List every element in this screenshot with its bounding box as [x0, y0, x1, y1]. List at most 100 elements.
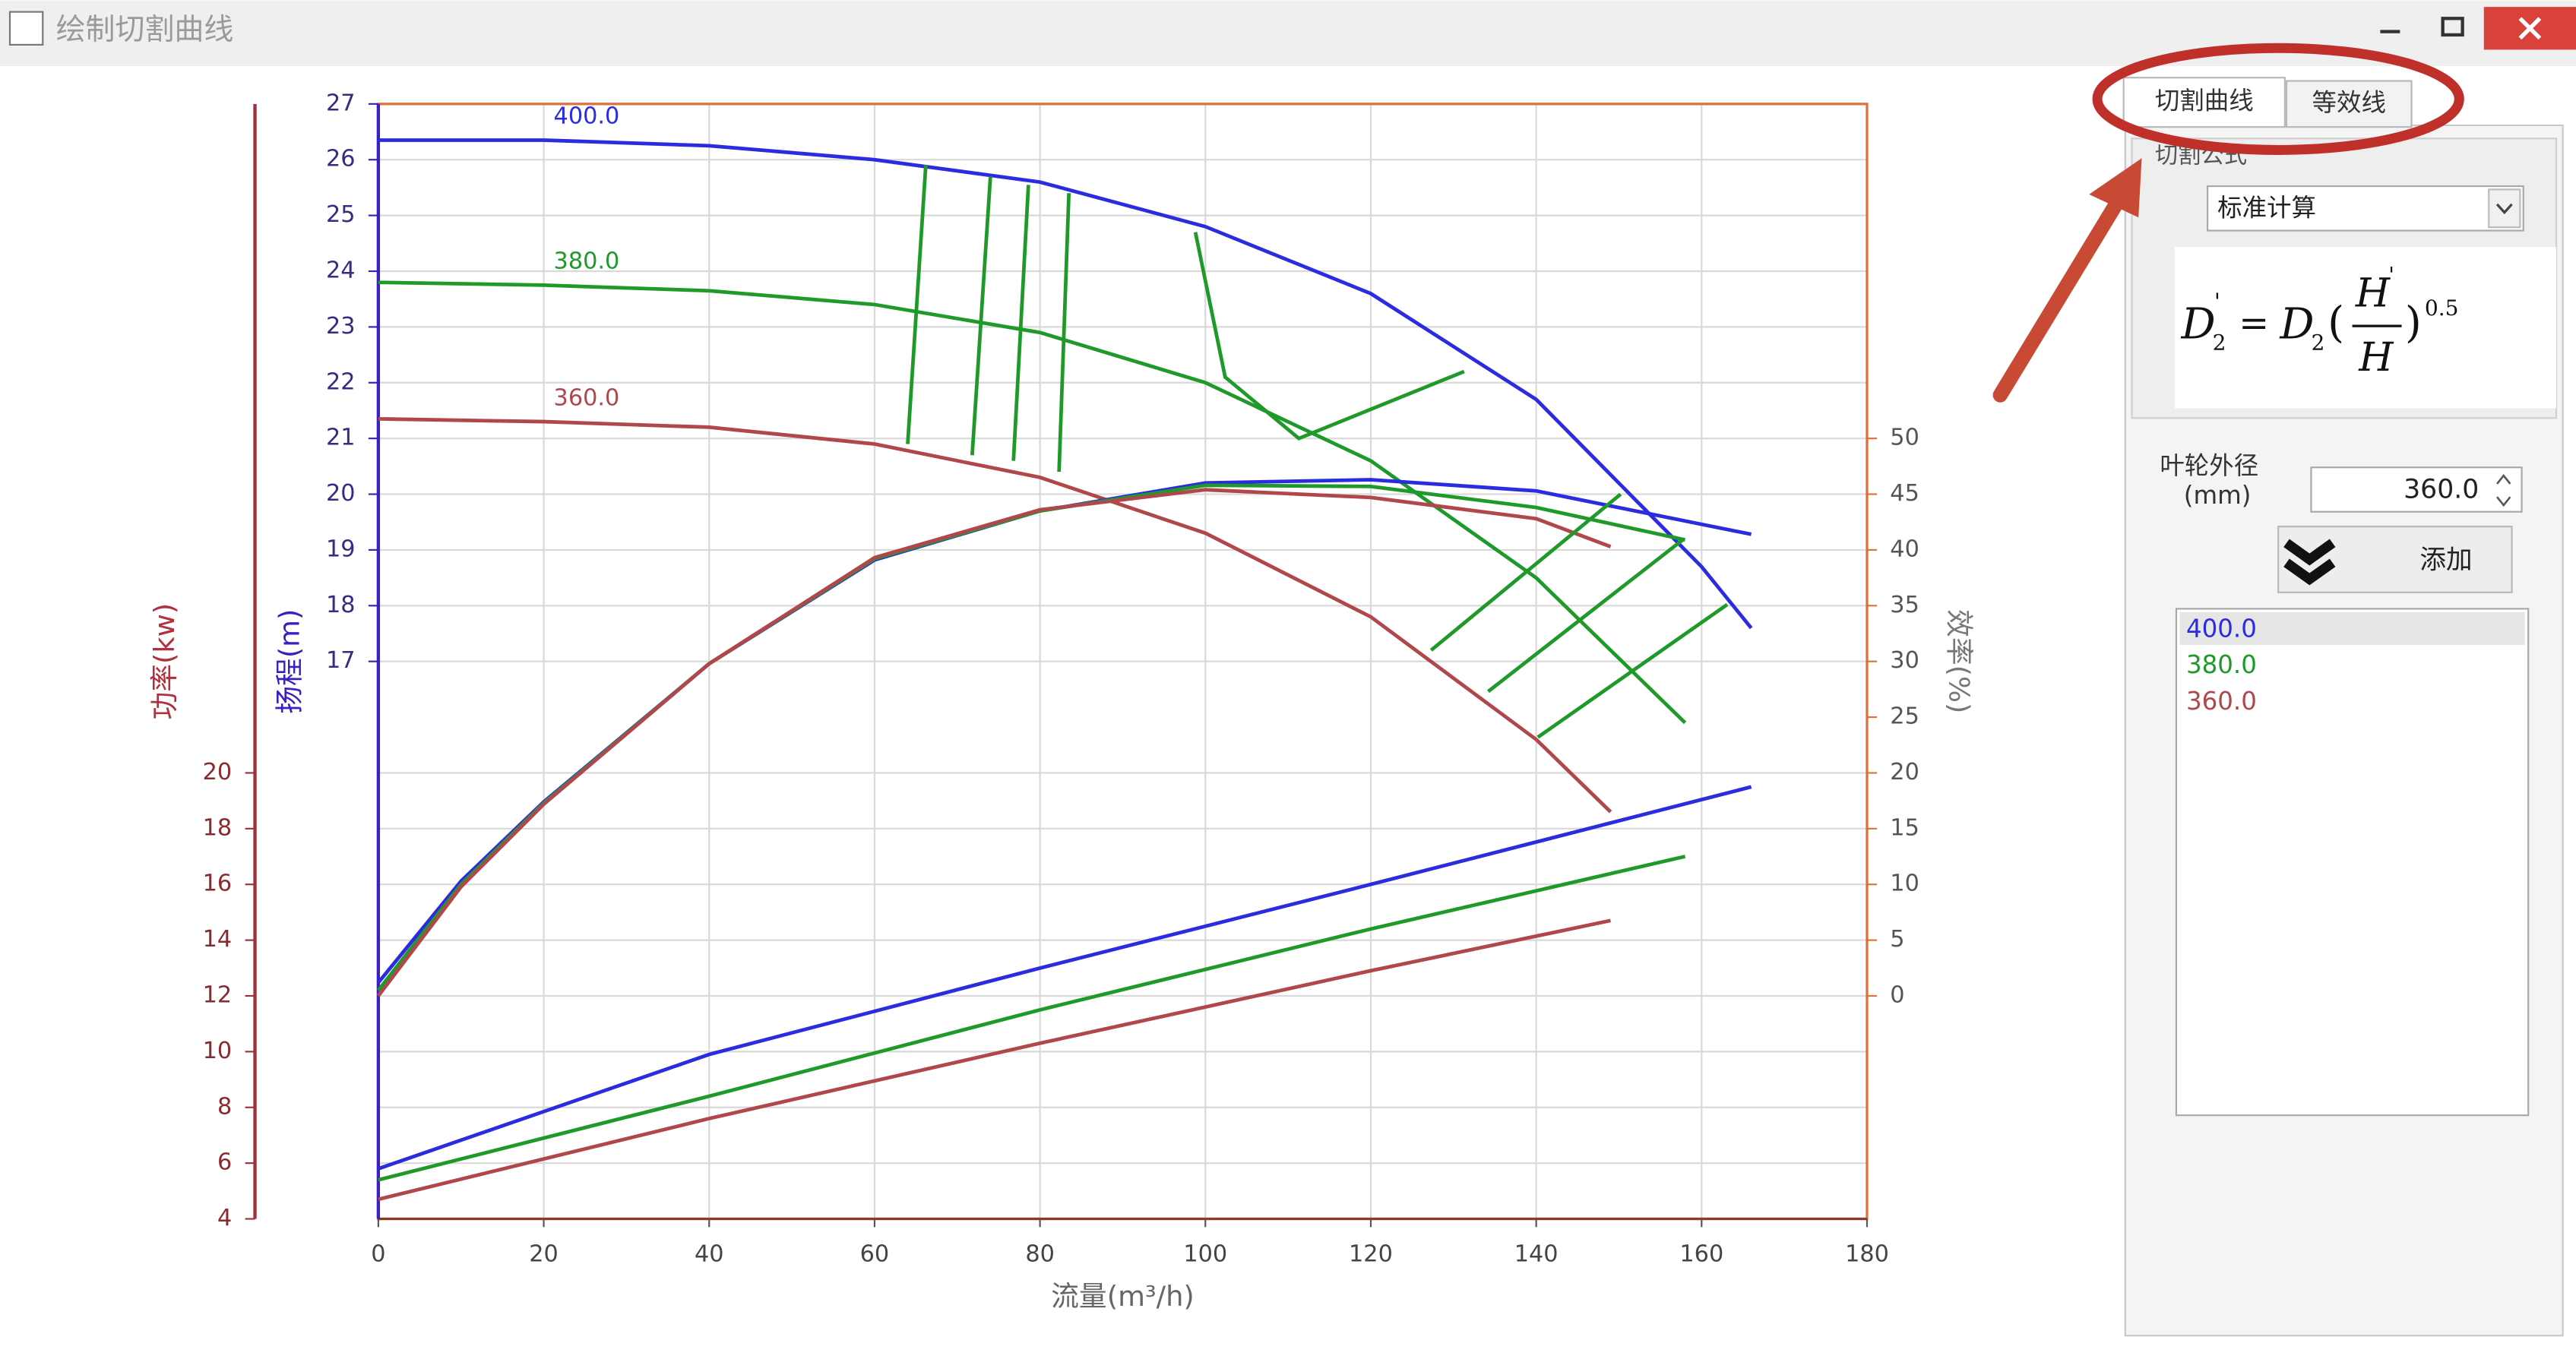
y2-tick-label: 0	[1890, 981, 1904, 1008]
diameter-list[interactable]	[2175, 608, 2530, 1117]
y2-tick-label: 5	[1890, 926, 1904, 953]
method-dropdown[interactable]	[2207, 185, 2524, 232]
curve	[1429, 492, 1622, 652]
app-icon	[8, 11, 44, 46]
y-tick-label: 17	[326, 647, 356, 674]
y3-tick-label: 18	[203, 814, 233, 841]
tab[interactable]	[2285, 80, 2413, 128]
formula-subscript: 2	[2213, 330, 2226, 355]
y2-tick-label: 20	[1890, 759, 1919, 785]
spinbox-value: 360.0	[2404, 475, 2479, 505]
y-tick-label: 19	[326, 536, 356, 562]
y-tick-label: 25	[326, 201, 356, 228]
add-button-label: 添加	[2419, 545, 2472, 576]
x-axis-label: 流量(m³/h)	[1051, 1280, 1195, 1313]
y2-tick-label: 25	[1890, 703, 1919, 730]
formula-prime: '	[2214, 289, 2220, 315]
y3-axis-label: 功率(kw)	[148, 603, 181, 720]
formula-symbol: D	[2279, 300, 2314, 349]
list-selection	[2179, 612, 2525, 646]
curve	[1193, 232, 1465, 441]
y3-tick-label: 10	[203, 1038, 233, 1064]
y2-tick-label: 30	[1890, 647, 1919, 674]
curve-label: 400.0	[554, 103, 620, 130]
curve	[906, 165, 928, 444]
formula-numerator: H	[2355, 271, 2391, 317]
tab-label: 切割曲线	[2155, 87, 2254, 115]
formula-subscript: 2	[2311, 330, 2324, 355]
list-items: 400.0 380.0 360.0	[2186, 615, 2257, 716]
curve	[378, 918, 1611, 1202]
x-tick-label: 0	[371, 1241, 385, 1268]
y2-tick-label: 10	[1890, 871, 1919, 897]
diameter-spinbox[interactable]	[2310, 466, 2523, 513]
curve	[378, 855, 1686, 1182]
minimize-button[interactable]	[2380, 30, 2400, 33]
y-axis-label: 扬程(m)	[274, 609, 306, 714]
list-item: 380.0	[2186, 650, 2257, 679]
arrow-head	[2089, 158, 2142, 218]
curve	[378, 280, 1687, 725]
maximize-button[interactable]	[2441, 17, 2464, 37]
y-tick-label: 18	[326, 592, 356, 618]
window-title: 绘制切割曲线	[56, 13, 234, 47]
y3-tick-label: 14	[203, 926, 233, 953]
diameter-unit: (mm)	[2184, 481, 2252, 510]
curve	[1486, 538, 1684, 694]
x-tick-label: 160	[1679, 1241, 1723, 1268]
y3-tick-label: 16	[203, 871, 233, 897]
formula-paren: )	[2405, 299, 2422, 348]
formula-denominator: H	[2358, 335, 2394, 381]
formula-equals: =	[2239, 303, 2269, 345]
x-tick-label: 60	[860, 1241, 890, 1268]
y3-tick-label: 6	[217, 1149, 232, 1176]
y-tick-label: 23	[326, 313, 356, 340]
curve	[378, 417, 1612, 814]
dropdown-value: 标准计算	[2217, 193, 2316, 222]
formula: D 2 ' = D 2 ( H ' H ) 0.5	[2180, 263, 2458, 381]
curve-label: 380.0	[554, 248, 620, 275]
formula-box	[2174, 247, 2557, 409]
y-tick-label: 20	[326, 480, 356, 507]
dropdown-arrow	[2495, 203, 2513, 215]
formula-symbol: D	[2180, 300, 2215, 349]
plot: 0 20 40 60 80 100 120 140 160 1801718192021222324…	[148, 90, 1975, 1313]
curve	[378, 785, 1752, 1171]
curve	[1011, 185, 1030, 461]
y-tick-label: 24	[326, 257, 356, 283]
x-tick-label: 20	[529, 1241, 559, 1268]
tab-active[interactable]	[2122, 77, 2286, 128]
spin-arrows	[2496, 473, 2511, 507]
annotation-arrow	[1992, 187, 2130, 403]
list-item: 360.0	[2186, 687, 2257, 716]
y2-tick-label: 45	[1890, 480, 1919, 507]
x-tick-label: 140	[1514, 1241, 1559, 1268]
curve-label: 360.0	[554, 384, 620, 411]
add-icon	[2283, 539, 2336, 586]
x-tick-label: 100	[1183, 1241, 1227, 1268]
y3-tick-label: 4	[217, 1205, 232, 1231]
y-tick-label: 21	[326, 425, 356, 451]
formula-paren: (	[2328, 299, 2344, 348]
highlight-ellipse	[2092, 43, 2464, 155]
curve	[970, 176, 992, 456]
y2-tick-label: 15	[1890, 814, 1919, 841]
dropdown-button[interactable]	[2488, 188, 2521, 229]
y-tick-label: 26	[326, 146, 356, 172]
y-tick-label: 27	[326, 90, 356, 116]
list-item: 400.0	[2186, 615, 2257, 643]
curve	[1536, 602, 1729, 739]
y3-tick-label: 20	[203, 759, 233, 785]
y3-tick-label: 12	[203, 981, 233, 1008]
y2-tick-label: 50	[1890, 425, 1919, 451]
x-tick-label: 120	[1349, 1241, 1393, 1268]
formula-exponent: 0.5	[2425, 296, 2459, 321]
x-tick-label: 180	[1845, 1241, 1889, 1268]
curve	[376, 488, 1612, 997]
close-icon	[2518, 17, 2542, 40]
y2-tick-label: 40	[1890, 536, 1919, 562]
curve	[1057, 193, 1071, 472]
y-tick-label: 22	[326, 368, 356, 395]
